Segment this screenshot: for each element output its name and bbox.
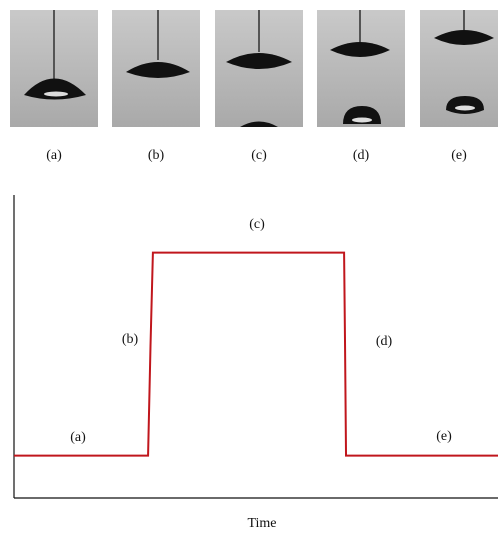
panel-label: (e) bbox=[451, 148, 467, 163]
photo-c bbox=[215, 10, 303, 127]
annotation: (d) bbox=[376, 334, 393, 349]
panel-label: (a) bbox=[46, 148, 62, 163]
panel-label: (c) bbox=[251, 148, 267, 163]
photo-d bbox=[317, 10, 405, 127]
annotation: (e) bbox=[436, 429, 452, 444]
annotation: (a) bbox=[70, 430, 86, 445]
panel-label: (d) bbox=[353, 148, 370, 163]
annotation: (b) bbox=[122, 332, 139, 347]
x-axis-label: Time bbox=[247, 516, 276, 531]
figure: Time (a) (b) (c) (d) (e) (a) (b) (c) (d) (e) bbox=[0, 0, 498, 533]
photo-b bbox=[112, 10, 200, 127]
photo-e bbox=[420, 10, 498, 127]
data-line bbox=[14, 253, 498, 456]
photo-a bbox=[10, 10, 98, 127]
panel-label: (b) bbox=[148, 148, 165, 163]
annotation: (c) bbox=[249, 217, 265, 232]
